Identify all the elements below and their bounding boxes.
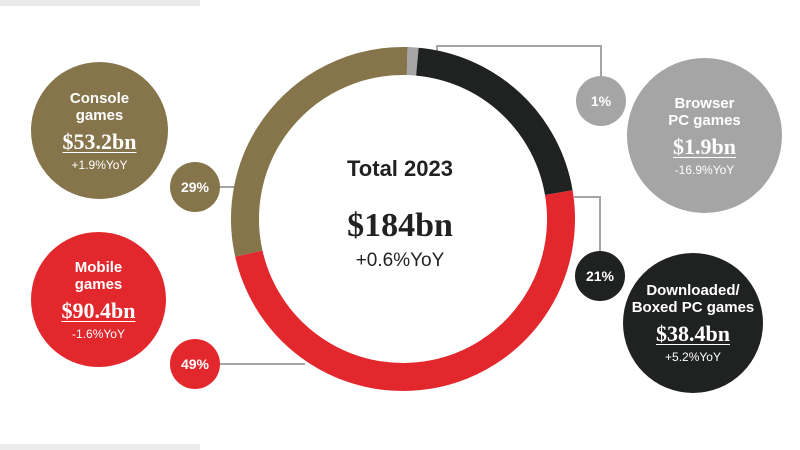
segment-yoy: +5.2%YoY [665, 350, 721, 364]
share-label-downloaded: 21% [575, 251, 625, 301]
segment-yoy: -16.9%YoY [674, 162, 735, 177]
segment-value: $90.4bn [61, 297, 136, 323]
ring-segment-mobile [235, 190, 575, 391]
segment-value: $38.4bn [656, 321, 730, 346]
segment-value: $53.2bn [62, 128, 137, 154]
share-label-console: 29% [170, 162, 220, 212]
ring-segment-browser [406, 47, 419, 76]
share-label-browser: 1% [576, 76, 626, 126]
chart-title: Total 2023 [347, 156, 453, 181]
bottom-cropped-heading [0, 444, 200, 450]
leader-downloaded [574, 196, 601, 254]
segment-name: Mobile games [74, 258, 123, 293]
segment-yoy: +1.9%YoY [71, 157, 128, 172]
segment-name: Console games [69, 89, 130, 124]
segment-name: Browser PC games [668, 94, 741, 129]
bubble-downloaded-boxed-pc-games: Downloaded/Boxed PC games $38.4bn +5.2%Y… [623, 253, 763, 393]
segment-name: Downloaded/Boxed PC games [631, 282, 755, 316]
donut-ring [231, 47, 575, 391]
bubble-mobile-games: Mobile games $90.4bn -1.6%YoY [31, 232, 166, 367]
ring-segment-console [231, 47, 408, 257]
ring-segment-downloaded [415, 47, 573, 196]
bubble-console-games: Console games $53.2bn +1.9%YoY [31, 62, 168, 199]
top-cropped-heading [0, 0, 200, 6]
share-label-mobile: 49% [170, 339, 220, 389]
segment-yoy: -1.6%YoY [72, 326, 125, 341]
segment-value: $1.9bn [673, 133, 736, 159]
bubble-browser-pc-games: Browser PC games $1.9bn -16.9%YoY [627, 58, 782, 213]
total-yoy: +0.6%YoY [355, 250, 445, 271]
total-value: $184bn [347, 207, 453, 244]
